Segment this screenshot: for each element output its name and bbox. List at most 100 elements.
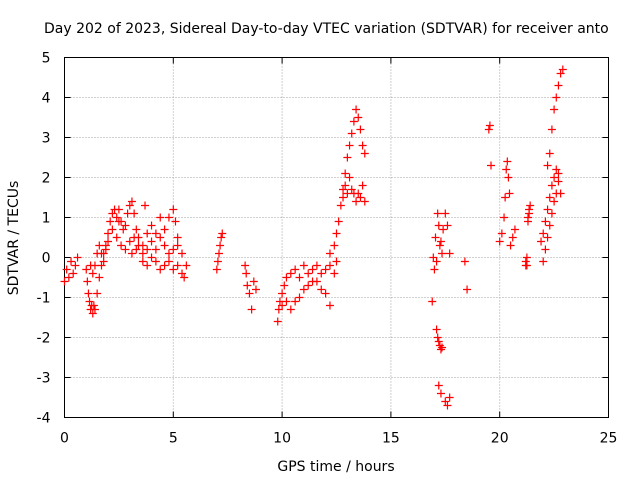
data-point [358, 181, 367, 190]
data-point [547, 181, 556, 190]
data-point [282, 273, 291, 282]
data-point [539, 257, 548, 266]
data-point [247, 305, 256, 314]
data-point [360, 149, 369, 158]
data-point [345, 173, 354, 182]
data-point [299, 285, 308, 294]
y-axis: -4 -3 -2 -1 0 1 2 3 4 5 [37, 51, 609, 427]
data-point [486, 161, 495, 170]
y-tick-label: 1 [42, 211, 51, 227]
data-point [537, 237, 546, 246]
data-point [106, 217, 115, 226]
data-point [522, 261, 531, 270]
data-point [541, 245, 550, 254]
data-point [356, 193, 365, 202]
data-point [543, 161, 552, 170]
data-point [104, 229, 113, 238]
data-point [354, 189, 363, 198]
data-point [436, 237, 445, 246]
data-point [504, 173, 513, 182]
data-point [108, 225, 117, 234]
data-point [539, 229, 548, 238]
data-point [435, 341, 444, 350]
data-point [60, 277, 69, 286]
data-point [141, 201, 150, 210]
data-point [114, 217, 123, 226]
data-point [143, 229, 152, 238]
data-point [280, 281, 289, 290]
data-point [101, 245, 110, 254]
data-point [138, 257, 147, 266]
data-point [434, 337, 443, 346]
data-point [341, 181, 350, 190]
data-point [550, 197, 559, 206]
x-axis: 0 5 10 15 20 25 [60, 57, 617, 447]
data-point [273, 317, 282, 326]
data-point [169, 205, 178, 214]
data-point [62, 265, 71, 274]
data-point [325, 249, 334, 258]
data-point [99, 257, 108, 266]
data-point [445, 393, 454, 402]
data-point [330, 241, 339, 250]
data-point [543, 233, 552, 242]
data-point [241, 261, 250, 270]
data-point [523, 217, 532, 226]
data-point [112, 213, 121, 222]
data-point [127, 197, 136, 206]
data-point [217, 233, 226, 242]
y-tick-label: 0 [42, 251, 51, 267]
data-point [510, 225, 519, 234]
data-point [312, 277, 321, 286]
data-point [343, 153, 352, 162]
data-point [432, 325, 441, 334]
data-point [439, 225, 448, 234]
data-point [321, 289, 330, 298]
y-tick-label: 5 [42, 51, 51, 67]
y-tick-label: 3 [42, 131, 51, 147]
data-point [67, 257, 76, 266]
data-point [358, 141, 367, 150]
data-point [433, 333, 442, 342]
data-point [438, 249, 447, 258]
data-point [339, 185, 348, 194]
data-point [545, 193, 554, 202]
data-point [317, 269, 326, 278]
data-point [178, 249, 187, 258]
data-point [173, 233, 182, 242]
data-point [550, 105, 559, 114]
data-point [182, 261, 191, 270]
data-point [90, 305, 99, 314]
data-point [558, 65, 567, 74]
data-point [83, 277, 92, 286]
data-point [93, 289, 102, 298]
data-point [84, 289, 93, 298]
data-point [505, 189, 514, 198]
data-point [138, 249, 147, 258]
data-point [552, 189, 561, 198]
data-point [95, 241, 104, 250]
data-point [339, 193, 348, 202]
data-point [295, 273, 304, 282]
data-point [249, 277, 258, 286]
data-point [160, 241, 169, 250]
data-point [356, 125, 365, 134]
data-point [69, 269, 78, 278]
data-point [497, 229, 506, 238]
x-tick-label: 10 [273, 431, 291, 447]
data-point [431, 233, 440, 242]
data-point [317, 285, 326, 294]
data-point [430, 265, 439, 274]
data-point [173, 261, 182, 270]
data-point [171, 217, 180, 226]
data-point [125, 237, 134, 246]
data-point [160, 225, 169, 234]
data-point [485, 121, 494, 130]
data-point [130, 209, 139, 218]
data-point [332, 257, 341, 266]
data-point [88, 309, 97, 318]
data-point [554, 169, 563, 178]
data-point [286, 269, 295, 278]
data-point [441, 397, 450, 406]
